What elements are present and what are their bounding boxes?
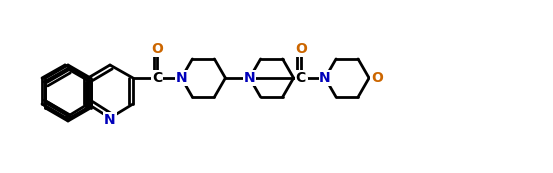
Text: C: C xyxy=(152,71,163,85)
Text: N: N xyxy=(319,71,331,85)
Text: N: N xyxy=(244,71,255,85)
Text: O: O xyxy=(152,42,163,56)
Text: N: N xyxy=(176,71,187,85)
Text: O: O xyxy=(296,71,307,85)
Text: C: C xyxy=(296,71,306,85)
Text: O: O xyxy=(371,71,383,85)
Text: O: O xyxy=(295,42,307,56)
Text: N: N xyxy=(104,113,116,127)
